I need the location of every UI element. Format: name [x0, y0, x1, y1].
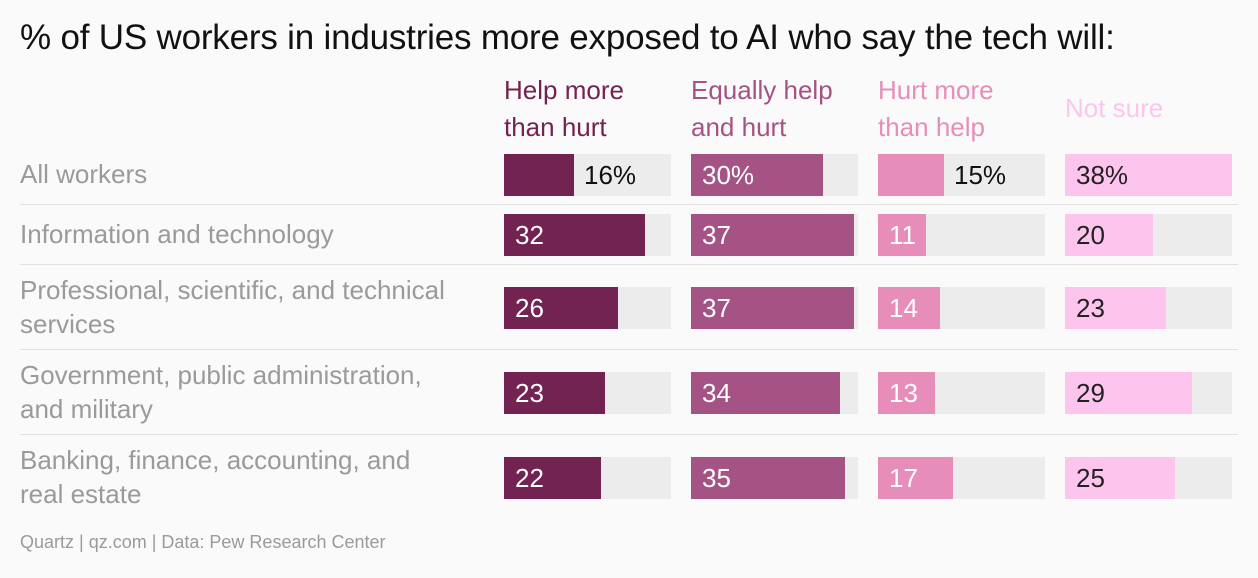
- row-label: Information and technology: [20, 217, 495, 251]
- bar: [878, 154, 944, 196]
- bar: [504, 154, 574, 196]
- bar: [878, 457, 953, 499]
- bar: [1065, 154, 1232, 196]
- bar-track: 11: [878, 214, 1045, 256]
- bar: [691, 287, 854, 329]
- data-label: 13: [889, 378, 918, 408]
- bar: [878, 214, 926, 256]
- bar: [1065, 457, 1175, 499]
- data-label: 35: [702, 463, 731, 493]
- data-label: 26: [515, 293, 544, 323]
- bar-track: 26: [504, 287, 671, 329]
- row-label: Government, public administration, and mi…: [20, 358, 495, 426]
- bar-track: 23: [504, 372, 671, 414]
- data-label: 29: [1076, 378, 1105, 408]
- series-header-line: Hurt more: [878, 75, 994, 105]
- row-label-line: Government, public administration,: [20, 360, 422, 390]
- bar-track: 29: [1065, 372, 1232, 414]
- row-label: Banking, finance, accounting, and real es…: [20, 443, 495, 511]
- row-separator: [20, 204, 1238, 205]
- row-label-line: Information and technology: [20, 219, 334, 249]
- bar-track: 17: [878, 457, 1045, 499]
- series-header: Help more than hurt: [504, 72, 624, 146]
- data-label: 30%: [702, 160, 755, 190]
- series-header-line: Not sure: [1065, 93, 1164, 123]
- bar-track: 14: [878, 287, 1045, 329]
- bar-track: 13: [878, 372, 1045, 414]
- source-note: Quartz | qz.com | Data: Pew Research Cen…: [20, 532, 386, 552]
- series-header-line: and hurt: [691, 112, 787, 142]
- data-label: 16%: [584, 160, 637, 190]
- bar-track: 38%: [1065, 154, 1232, 196]
- bar: [504, 372, 605, 414]
- data-label: 37: [702, 220, 731, 250]
- data-label: 25: [1076, 463, 1105, 493]
- bar: [504, 457, 601, 499]
- row-label: Professional, scientific, and technical s…: [20, 273, 495, 341]
- row-separator: [20, 349, 1238, 350]
- bar: [1065, 214, 1153, 256]
- bar-track: 37: [691, 287, 858, 329]
- bar: [691, 214, 854, 256]
- data-label: 15%: [954, 160, 1007, 190]
- bar: [691, 372, 840, 414]
- bar: [1065, 287, 1166, 329]
- row-label-line: Professional, scientific, and technical: [20, 275, 445, 305]
- row-label-line: real estate: [20, 479, 142, 509]
- data-label: 14: [889, 293, 918, 323]
- bar-track: 16%: [504, 154, 671, 196]
- data-label: 22: [515, 463, 544, 493]
- bar-track: 25: [1065, 457, 1232, 499]
- series-header-line: than hurt: [504, 112, 607, 142]
- row-label: All workers: [20, 157, 495, 191]
- bar-track: 37: [691, 214, 858, 256]
- series-header-line: than help: [878, 112, 985, 142]
- data-label: 34: [702, 378, 731, 408]
- bar: [504, 214, 645, 256]
- row-label-line: services: [20, 309, 116, 339]
- bar: [878, 287, 940, 329]
- series-header-line: Equally help: [691, 75, 833, 105]
- bar-track: 35: [691, 457, 858, 499]
- data-label: 20: [1076, 220, 1105, 250]
- bar-track: 30%: [691, 154, 858, 196]
- series-header: Not sure: [1065, 90, 1163, 127]
- bar-track: 15%: [878, 154, 1045, 196]
- data-label: 23: [515, 378, 544, 408]
- series-header-line: Help more: [504, 75, 624, 105]
- bar-track: 22: [504, 457, 671, 499]
- row-label-line: All workers: [20, 159, 148, 189]
- data-label: 38%: [1076, 160, 1129, 190]
- chart-title: % of US workers in industries more expos…: [20, 18, 1115, 57]
- data-label: 17: [889, 463, 918, 493]
- bar: [878, 372, 935, 414]
- bar-track: 20: [1065, 214, 1232, 256]
- row-separator: [20, 264, 1238, 265]
- bar: [691, 457, 845, 499]
- bar-track: 34: [691, 372, 858, 414]
- bar: [691, 154, 823, 196]
- row-separator: [20, 434, 1238, 435]
- bar-track: 23: [1065, 287, 1232, 329]
- series-header: Hurt more than help: [878, 72, 994, 146]
- row-label-line: Banking, finance, accounting, and: [20, 445, 411, 475]
- data-label: 32: [515, 220, 544, 250]
- series-header: Equally help and hurt: [691, 72, 833, 146]
- row-label-line: and military: [20, 394, 153, 424]
- bar: [504, 287, 618, 329]
- bar: [1065, 372, 1192, 414]
- data-label: 37: [702, 293, 731, 323]
- data-label: 11: [889, 220, 916, 250]
- data-label: 23: [1076, 293, 1105, 323]
- bar-track: 32: [504, 214, 671, 256]
